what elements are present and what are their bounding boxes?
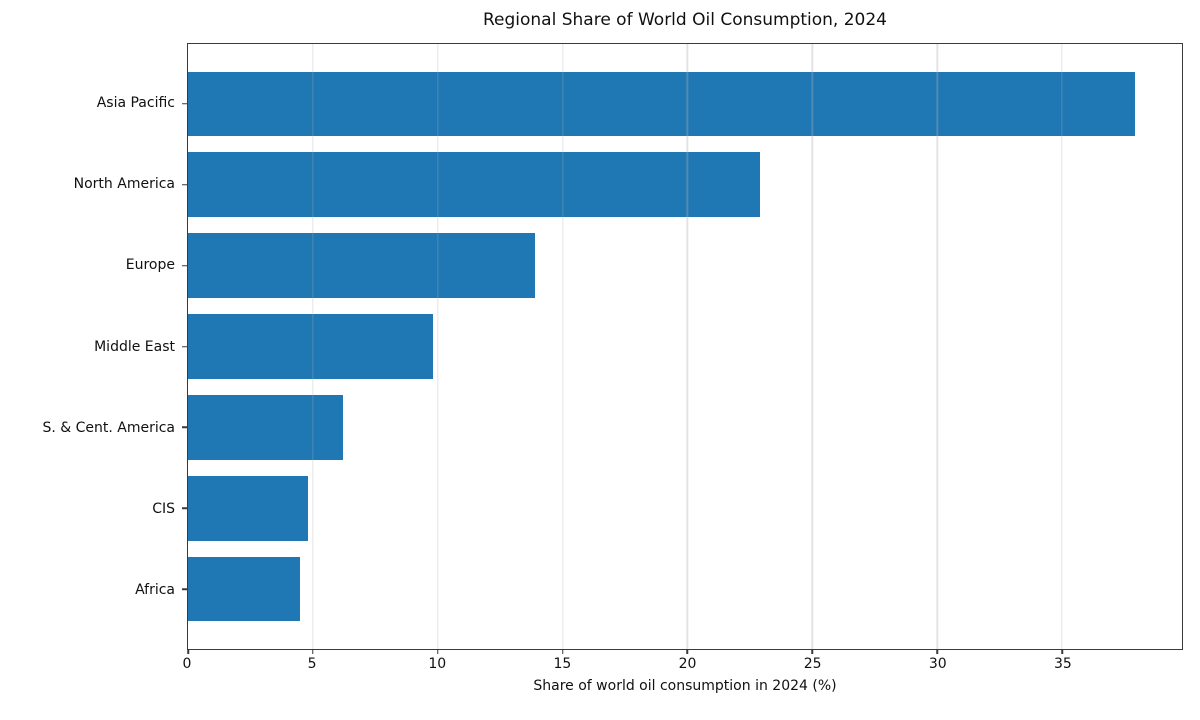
x-tick-25 xyxy=(811,649,814,654)
y-category-label-europe: Europe xyxy=(125,257,175,274)
chart-title: Regional Share of World Oil Consumption,… xyxy=(482,10,887,30)
y-tick-asia-pacific xyxy=(182,103,188,105)
y-category-label-cis: CIS xyxy=(152,500,175,517)
x-tick-label-15: 15 xyxy=(553,656,572,672)
bar-s-cent-america xyxy=(188,395,343,460)
x-tick-35 xyxy=(1061,649,1063,654)
gridline-35 xyxy=(1061,44,1063,649)
y-category-label-asia-pacific: Asia Pacific xyxy=(96,95,175,112)
x-tick-15 xyxy=(561,649,564,654)
x-tick-30 xyxy=(936,649,938,654)
y-tick-africa xyxy=(182,588,188,590)
bar-cis xyxy=(188,475,308,541)
y-axis-labels: Asia Pacific North America Europe Middle Ea… xyxy=(0,43,175,650)
gridline-5 xyxy=(312,44,314,649)
y-tick-middle-east xyxy=(182,345,188,348)
y-tick-north-america xyxy=(182,183,188,186)
x-tick-label-35: 35 xyxy=(1053,656,1072,672)
x-tick-label-30: 30 xyxy=(928,656,947,672)
bar-europe xyxy=(188,233,536,298)
x-tick-label-25: 25 xyxy=(803,656,822,672)
x-tick-0 xyxy=(187,649,189,654)
y-tick-europe xyxy=(182,264,188,267)
y-category-label-africa: Africa xyxy=(135,581,175,598)
bar-africa xyxy=(188,556,301,622)
gridline-10 xyxy=(437,44,439,649)
x-tick-label-10: 10 xyxy=(428,656,447,672)
bar-middle-east xyxy=(188,314,433,379)
bar-asia-pacific xyxy=(188,71,1135,137)
gridline-15 xyxy=(561,44,564,649)
bar-north-america xyxy=(188,152,760,218)
y-tick-s-cent-america xyxy=(182,426,188,429)
y-category-label-middle-east: Middle East xyxy=(94,338,175,355)
gridline-20 xyxy=(686,44,689,649)
gridline-25 xyxy=(811,44,814,649)
x-tick-label-0: 0 xyxy=(182,656,192,672)
x-tick-label-5: 5 xyxy=(307,656,317,672)
gridline-30 xyxy=(936,44,938,649)
plot-area xyxy=(182,43,1183,654)
x-tick-label-20: 20 xyxy=(678,656,697,672)
x-axis-label: Share of world oil consumption in 2024 (… xyxy=(533,678,837,694)
x-axis-tick-labels: 0 5 10 15 20 25 30 35 xyxy=(183,656,1183,676)
x-tick-10 xyxy=(436,649,439,654)
x-tick-5 xyxy=(312,649,314,654)
y-category-label-north-america: North America xyxy=(73,176,175,193)
y-tick-cis xyxy=(182,507,188,509)
x-tick-20 xyxy=(686,649,689,654)
y-category-label-s-cent-america: S. & Cent. America xyxy=(42,419,175,436)
